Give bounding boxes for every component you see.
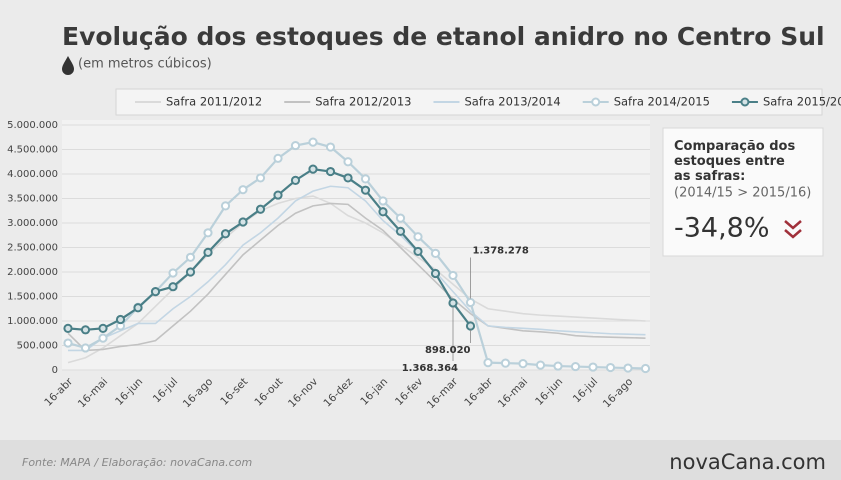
data-point (343, 173, 353, 183)
data-point (430, 268, 441, 279)
data-point (98, 323, 108, 333)
y-tick-label: 0 (52, 365, 58, 376)
y-tick-label: 1.500.000 (7, 292, 58, 303)
data-point (308, 137, 318, 147)
series-line (68, 185, 646, 352)
data-point (290, 140, 301, 151)
data-point (535, 360, 546, 370)
data-point (605, 362, 616, 373)
data-label: 1.378.278 (473, 245, 529, 256)
brand: novaCana.com (669, 450, 826, 474)
data-point (238, 185, 248, 195)
data-point (220, 229, 231, 239)
data-point (465, 297, 476, 308)
data-point (133, 303, 143, 313)
data-point (413, 246, 423, 257)
legend-box (115, 88, 823, 116)
source: Fonte: MAPA / Elaboração: novaCana.com (22, 456, 252, 469)
data-point (413, 232, 423, 242)
data-point (518, 359, 528, 369)
legend-marker (740, 97, 750, 107)
subtitle: (em metros cúbicos) (78, 57, 212, 72)
plot-area (62, 120, 650, 370)
data-point (273, 190, 283, 200)
y-tick-label: 3.000.000 (7, 218, 58, 229)
y-tick-label: 5.000.000 (7, 120, 58, 131)
data-point (325, 142, 336, 152)
series-line (67, 141, 646, 370)
series-line (67, 195, 646, 364)
data-point (220, 201, 231, 211)
y-tick-label: 3.500.000 (7, 194, 58, 205)
data-point (80, 343, 91, 353)
data-point (395, 213, 406, 223)
data-point (343, 157, 353, 167)
data-point (63, 323, 73, 333)
data-point (273, 153, 283, 163)
legend-label: Safra 2012/2013 (315, 95, 411, 109)
data-point (255, 204, 266, 214)
chart-title: Evolução dos estoques de etanol anidro n… (62, 22, 825, 51)
data-point (115, 314, 126, 325)
data-point (255, 173, 266, 183)
data-point (185, 267, 196, 277)
legend-label: Safra 2013/2014 (464, 95, 560, 109)
data-label: 898.020 (425, 345, 471, 356)
data-point (308, 164, 318, 174)
data-point (378, 207, 388, 217)
data-point (500, 358, 511, 368)
data-point (168, 268, 178, 278)
data-point (588, 362, 598, 372)
data-point (80, 325, 91, 335)
data-point (290, 175, 301, 185)
data-point (203, 247, 213, 257)
drop-icon (62, 56, 74, 75)
data-point (185, 252, 196, 262)
y-tick-label: 500.000 (17, 341, 58, 352)
legend-label: Safra 2014/2015 (614, 95, 710, 109)
data-point (63, 338, 73, 348)
legend-label: Safra 2015/2016 (763, 95, 841, 109)
y-tick-label: 4.500.000 (7, 145, 58, 156)
series-line (67, 202, 646, 352)
legend-label: Safra 2011/2012 (166, 95, 262, 109)
callout-title: Comparação dos estoques entre as safras: (674, 139, 795, 184)
data-point (203, 228, 213, 238)
data-point (483, 358, 493, 368)
data-point (360, 174, 371, 184)
y-tick-label: 2.000.000 (7, 267, 58, 278)
data-point (448, 298, 458, 308)
data-point (360, 185, 371, 195)
callout-value: -34,8% (674, 213, 770, 244)
legend-marker (591, 97, 601, 107)
footer-band (0, 440, 841, 480)
data-point (98, 333, 108, 343)
data-point (168, 282, 178, 292)
callout-title-line: Comparação dos (674, 139, 795, 154)
data-point (430, 248, 441, 258)
y-tick-label: 1.000.000 (7, 316, 58, 327)
y-tick-label: 2.500.000 (7, 243, 58, 254)
data-label: 1.368.364 (402, 363, 458, 374)
data-point (238, 217, 248, 227)
data-point (395, 226, 406, 236)
data-point (325, 166, 336, 177)
data-point (150, 287, 161, 297)
data-point (623, 363, 633, 373)
down-chevron (784, 220, 802, 239)
y-tick-label: 4.000.000 (7, 169, 58, 180)
data-point (448, 270, 458, 281)
data-point (570, 361, 581, 372)
data-point (465, 321, 476, 331)
data-point (640, 363, 651, 374)
data-point (378, 196, 388, 206)
data-point (553, 361, 563, 371)
callout-subtitle: (2014/15 > 2015/16) (674, 186, 811, 201)
